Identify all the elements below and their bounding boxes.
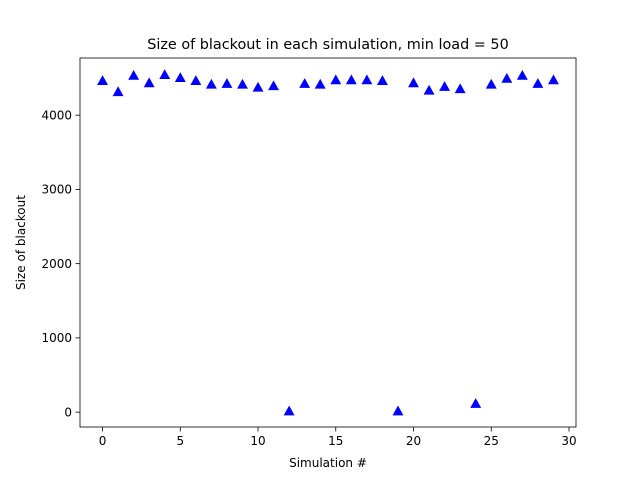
chart-title: Size of blackout in each simulation, min…	[147, 37, 509, 53]
data-point-marker	[112, 86, 124, 97]
y-tick-label: 2000	[41, 257, 72, 271]
data-point-marker	[516, 69, 528, 80]
data-point-marker	[314, 78, 326, 89]
data-point-marker	[330, 74, 342, 85]
data-point-marker	[205, 78, 217, 89]
plot-area-frame	[79, 57, 577, 428]
y-tick-label: 4000	[41, 108, 72, 122]
y-tick-label: 3000	[41, 183, 72, 197]
data-point-marker	[470, 398, 482, 408]
data-point-marker	[97, 75, 108, 85]
data-point-marker	[221, 78, 233, 88]
y-axis-label: Size of blackout	[14, 195, 28, 290]
x-tick-label: 30	[561, 434, 576, 448]
data-point-marker	[392, 405, 404, 416]
data-point-marker	[485, 78, 497, 89]
data-point-marker	[454, 83, 466, 94]
data-point-marker	[252, 81, 264, 92]
data-point-marker	[408, 77, 419, 88]
data-point-marker	[159, 69, 171, 80]
data-point-marker	[190, 75, 202, 85]
x-tick-label: 10	[250, 434, 265, 448]
x-axis-label: Simulation #	[289, 456, 367, 470]
data-point-marker	[237, 78, 248, 89]
data-point-marker	[143, 77, 155, 88]
data-point-marker	[299, 78, 311, 88]
x-tick-label: 20	[406, 434, 421, 448]
data-point-marker	[174, 72, 186, 82]
x-tick-label: 5	[176, 434, 184, 448]
data-point-marker	[376, 75, 388, 85]
x-axis-ticks: 0 5 10 15 20 25 30	[99, 427, 577, 448]
y-tick-label: 0	[64, 405, 72, 419]
data-markers	[97, 69, 559, 416]
data-point-marker	[439, 81, 451, 91]
data-point-marker	[361, 74, 373, 85]
y-axis-ticks: 0 1000 2000 3000 4000	[41, 108, 80, 419]
data-point-marker	[268, 80, 280, 91]
data-point-marker	[423, 84, 435, 95]
x-tick-label: 15	[328, 434, 343, 448]
data-point-marker	[532, 78, 544, 88]
data-point-marker	[548, 74, 559, 85]
x-tick-label: 0	[99, 434, 107, 448]
y-tick-label: 1000	[41, 331, 72, 345]
data-point-marker	[345, 74, 357, 85]
data-point-marker	[501, 72, 513, 83]
x-tick-label: 25	[484, 434, 499, 448]
data-point-marker	[128, 69, 140, 80]
data-point-marker	[283, 405, 295, 416]
